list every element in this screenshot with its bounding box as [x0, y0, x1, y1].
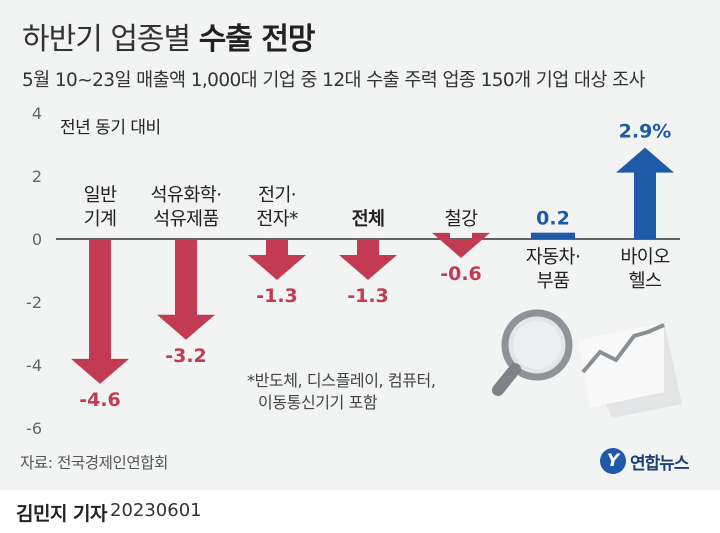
bar-arrow-down	[339, 239, 397, 280]
category-label: 헬스	[629, 271, 662, 292]
category-label: 전체	[352, 209, 385, 230]
category-label: 일반	[84, 185, 117, 206]
data-label: -3.2	[165, 345, 207, 367]
category-label: 기계	[84, 209, 117, 230]
magnifier-chart-icon	[492, 309, 682, 418]
subtitle: 5월 10~23일 매출액 1,000대 기업 중 12대 수출 주력 업종 1…	[22, 70, 645, 91]
title-regular: 하반기 업종별	[22, 22, 191, 57]
data-label: -1.3	[256, 285, 298, 307]
yonhap-logo: Y 연합뉴스	[600, 446, 690, 476]
source-note: 자료: 전국경제인연합회	[20, 454, 168, 472]
category-label: 자동차·	[526, 247, 581, 268]
byline: 김민지 기자 20230601	[0, 490, 720, 533]
logo-text: 연합뉴스	[630, 453, 690, 474]
category-label: 부품	[537, 271, 570, 292]
bar-arrow-down	[248, 239, 306, 280]
page-title: 하반기 업종별 수출 전망	[22, 14, 316, 58]
category-label: 석유제품	[153, 209, 219, 230]
y-tick-label: 2	[32, 167, 42, 186]
bar-arrow-down	[432, 232, 490, 258]
bar-arrow-down	[157, 239, 215, 340]
category-label: 전자*	[256, 209, 298, 230]
infographic-card: 하반기 업종별 수출 전망 5월 10~23일 매출액 1,000대 기업 중 …	[0, 0, 720, 490]
y-tick-label: 0	[32, 230, 42, 249]
bar-arrow-up	[616, 147, 674, 239]
publish-date: 20230601	[110, 500, 202, 521]
category-label: 전기·	[258, 185, 296, 206]
data-label: -1.3	[347, 285, 389, 307]
data-label: -4.6	[79, 389, 121, 411]
footnote-line: 이동통신기기 포함	[258, 393, 378, 412]
y-axis-label: 전년 동기 대비	[60, 118, 161, 138]
category-label: 바이오	[620, 247, 670, 268]
reporter-name: 김민지 기자	[16, 503, 108, 525]
footnote-line: *반도체, 디스플레이, 컴퓨터,	[247, 371, 436, 390]
data-label: 0.2	[536, 208, 570, 230]
y-tick-label: -2	[26, 293, 42, 312]
category-label: 석유화학·	[151, 185, 222, 206]
bar-arrow-down	[71, 239, 129, 384]
data-label: 2.9%	[619, 121, 672, 143]
y-tick-label: -6	[26, 419, 42, 438]
category-label: 철강	[445, 209, 478, 230]
yonhap-logo-icon: Y	[600, 448, 626, 474]
title-bold: 수출 전망	[198, 22, 316, 57]
data-label: -0.6	[440, 263, 482, 285]
y-tick-label: 4	[32, 104, 42, 123]
bar-positive	[531, 232, 575, 239]
y-tick-label: -4	[26, 356, 42, 375]
